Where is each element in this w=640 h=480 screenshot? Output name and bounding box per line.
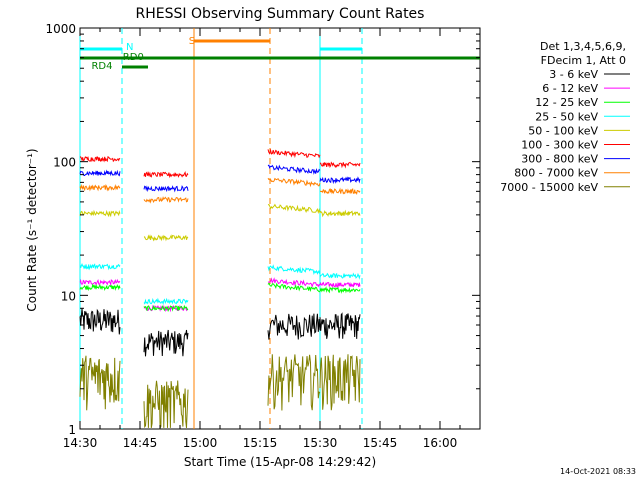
x-tick-label-5: 15:45	[363, 436, 398, 450]
series-line-3-seg-2	[267, 264, 321, 276]
series-line-4-seg-2	[267, 203, 321, 215]
series-line-6-seg-1	[143, 185, 189, 193]
annotation-label-s: S	[189, 36, 195, 47]
x-tick-label-3: 15:15	[243, 436, 278, 450]
x-tick-label-1: 14:45	[123, 436, 158, 450]
legend-entry-label-3: 25 - 50 keV	[535, 110, 598, 123]
series-line-8-seg-1	[143, 380, 189, 430]
series-line-1-seg-0	[79, 278, 121, 287]
x-tick-label-0: 14:30	[63, 436, 98, 450]
legend-entry-label-1: 6 - 12 keV	[542, 82, 598, 95]
series-line-3-seg-3	[319, 272, 361, 280]
series-line-4-seg-1	[143, 234, 189, 242]
series-line-3-seg-1	[143, 297, 189, 306]
series-line-7-seg-0	[79, 183, 121, 192]
legend-header-2: FDecim 1, Att 0	[541, 54, 626, 67]
series-line-2-seg-2	[267, 282, 321, 293]
series-line-0-seg-3	[319, 312, 361, 339]
x-tick-label-6: 16:00	[423, 436, 458, 450]
series-line-6-seg-0	[79, 169, 121, 177]
series-line-0-seg-2	[267, 313, 321, 340]
series-line-3-seg-0	[79, 263, 121, 271]
annotation-label-rd0: RD0	[123, 52, 144, 63]
timestamp: 14-Oct-2021 08:33	[560, 467, 636, 476]
legend-entry-label-6: 300 - 800 keV	[521, 153, 598, 166]
series-line-4-seg-3	[319, 209, 361, 218]
series-line-4-seg-0	[79, 209, 121, 218]
series-line-6-seg-3	[319, 176, 361, 185]
series-line-0-seg-0	[79, 308, 121, 335]
series-line-0-seg-1	[143, 329, 189, 357]
series-line-5-seg-3	[319, 161, 361, 169]
axes: 1 10 100 1000 14:30 14:45 15:00 15:15 15:30 15:45…	[45, 22, 481, 450]
legend-entry-label-4: 50 - 100 keV	[528, 124, 598, 137]
series-line-5-seg-0	[79, 156, 121, 163]
y-tick-label-2: 100	[53, 156, 76, 170]
series-line-8-seg-2	[267, 354, 321, 411]
y-tick-label-3: 1000	[45, 22, 76, 36]
series-line-2-seg-1	[143, 304, 189, 313]
series-line-7-seg-1	[143, 196, 189, 204]
series-line-8-seg-0	[79, 355, 121, 411]
x-tick-label-4: 15:30	[303, 436, 338, 450]
legend-entry-label-0: 3 - 6 keV	[549, 68, 598, 81]
series-line-2-seg-0	[79, 283, 121, 292]
series-line-8-seg-3	[319, 354, 361, 411]
legend-entry-label-5: 100 - 300 keV	[521, 139, 598, 152]
series-line-1-seg-2	[267, 277, 321, 288]
series-line-5-seg-2	[267, 148, 321, 159]
legend: Det 1,3,4,5,6,9, FDecim 1, Att 0 3 - 6 k…	[500, 40, 630, 194]
series-line-6-seg-2	[267, 164, 321, 175]
legend-entry-label-7: 800 - 7000 keV	[514, 167, 598, 180]
series-line-5-seg-1	[143, 171, 189, 179]
y-axis-label: Count Rate (s⁻¹ detector⁻¹)	[25, 148, 39, 311]
legend-header-1: Det 1,3,4,5,6,9,	[540, 40, 626, 53]
series-line-7-seg-2	[267, 177, 321, 188]
chart-title: RHESSI Observing Summary Count Rates	[136, 6, 425, 22]
legend-entry-label-2: 12 - 25 keV	[535, 96, 598, 109]
x-axis-label: Start Time (15-Apr-08 14:29:42)	[184, 455, 376, 469]
series-line-2-seg-3	[319, 286, 361, 294]
annotation-label-n: N	[126, 42, 133, 53]
series-line-1-seg-3	[319, 281, 361, 289]
y-tick-label-1: 10	[61, 289, 76, 303]
legend-entry-label-8: 7000 - 15000 keV	[500, 181, 598, 194]
annotation-label-rd4: RD4	[91, 61, 112, 72]
series-line-7-seg-3	[319, 187, 361, 196]
x-tick-label-2: 15:00	[183, 436, 218, 450]
y-tick-label-0: 1	[68, 423, 76, 437]
